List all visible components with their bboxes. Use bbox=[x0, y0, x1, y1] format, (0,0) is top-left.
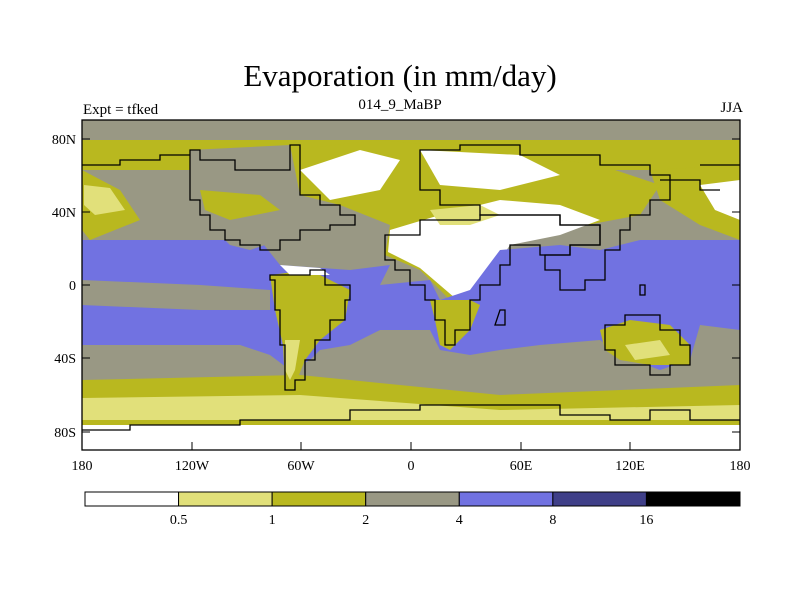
season-label: JJA bbox=[720, 100, 743, 116]
lat-label-40s: 40S bbox=[54, 352, 76, 367]
time-label: 014_9_MaBP bbox=[358, 97, 442, 113]
colorbar-label-2: 2 bbox=[362, 513, 369, 528]
lat-label-80n: 80N bbox=[52, 133, 76, 148]
colorbar-label-4: 8 bbox=[549, 513, 556, 528]
colorbar-box-0 bbox=[84, 491, 180, 507]
colorbar-label-0: 0.5 bbox=[170, 513, 188, 528]
field-tropical-blue bbox=[82, 240, 740, 370]
colorbar-box-6 bbox=[645, 491, 741, 507]
field-sa-south-light bbox=[285, 340, 300, 380]
lat-label-0: 0 bbox=[69, 279, 76, 294]
field-australia-light bbox=[625, 340, 670, 360]
lon-label-180w: 180 bbox=[72, 459, 93, 474]
colorbar-label-1: 1 bbox=[269, 513, 276, 528]
coastlines bbox=[82, 144, 740, 431]
map-title: Evaporation (in mm/day) bbox=[243, 58, 557, 93]
field-na-interior bbox=[200, 190, 280, 220]
lat-label-80s: 80S bbox=[54, 426, 76, 441]
colorbar: 0.5 1 2 4 8 16 bbox=[84, 491, 741, 528]
field-north-america-land bbox=[190, 145, 350, 250]
lon-label-60e: 60E bbox=[510, 459, 533, 474]
colorbar-box-1 bbox=[178, 491, 273, 507]
lon-label-180e: 180 bbox=[730, 459, 751, 474]
lon-label-120e: 120E bbox=[615, 459, 645, 474]
field-siberia-white bbox=[420, 150, 560, 190]
colorbar-box-2 bbox=[271, 491, 367, 507]
lon-label-120w: 120W bbox=[175, 459, 210, 474]
field-sa-north-white bbox=[280, 265, 330, 275]
field-itcz-grey bbox=[82, 280, 270, 310]
field-arctic-white bbox=[300, 150, 400, 200]
colorbar-box-3 bbox=[365, 491, 460, 507]
lon-label-0: 0 bbox=[408, 459, 415, 474]
lon-label-60w: 60W bbox=[287, 459, 315, 474]
lat-label-40n: 40N bbox=[52, 206, 76, 221]
field-southern-light bbox=[82, 395, 740, 420]
colorbar-label-5: 16 bbox=[639, 513, 653, 528]
colorbar-box-5 bbox=[552, 491, 647, 507]
colorbar-box-4 bbox=[458, 491, 554, 507]
lat-ticks bbox=[82, 138, 740, 433]
colorbar-label-3: 4 bbox=[456, 513, 463, 528]
field-na-west-light bbox=[84, 185, 125, 215]
field-africa-south-land bbox=[430, 300, 480, 350]
lon-ticks bbox=[81, 442, 741, 450]
experiment-label: Expt = tfked bbox=[83, 102, 159, 118]
